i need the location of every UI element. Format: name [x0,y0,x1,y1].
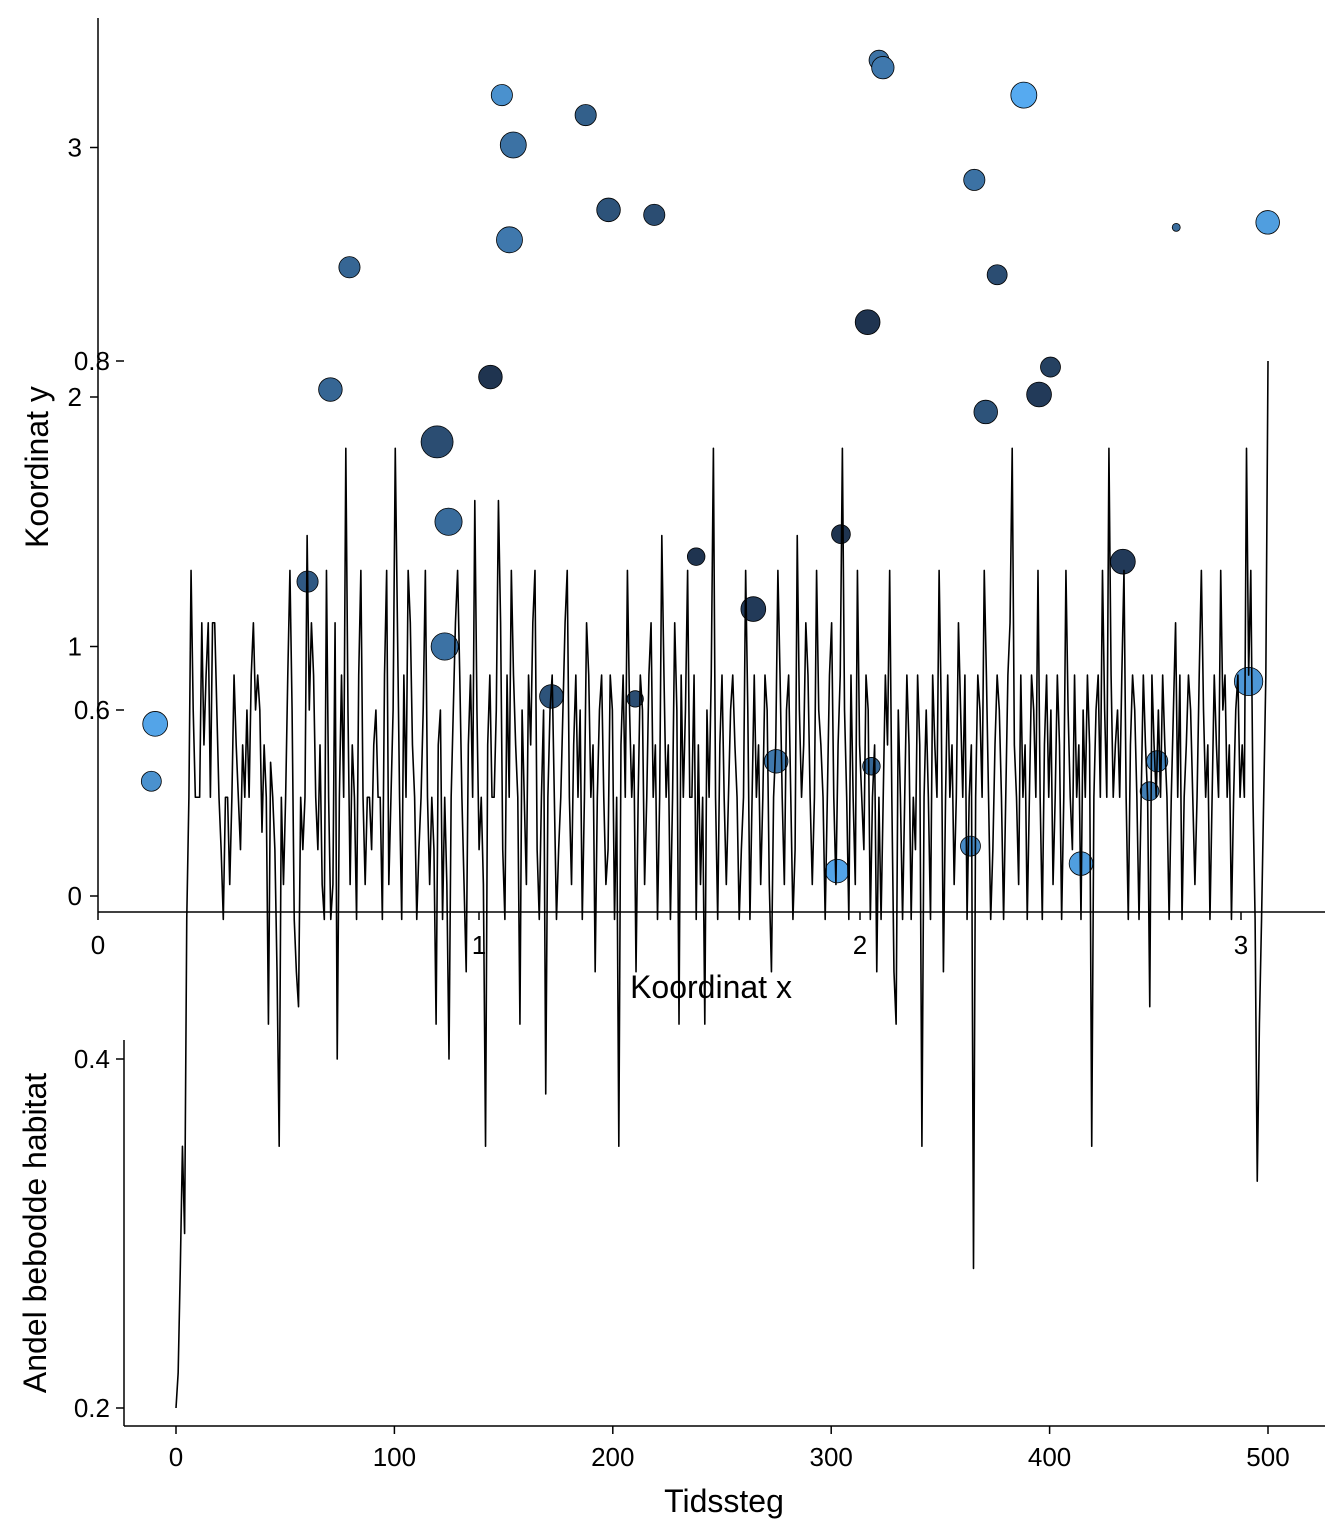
scatter-point-39 [1255,210,1280,235]
line-x-tick-label: 200 [591,1442,634,1472]
line-x-tick-label: 500 [1246,1442,1289,1472]
scatter-panel: 0 1 2 3 0 1 2 3 Koordinat x Koordinat y [19,18,1325,1005]
line-panel: 0 100 200 300 400 500 0.20.40.60.8 Tidssteg A… [17,346,1325,1519]
scatter-y-ticks: 0 1 2 3 [68,133,98,911]
scatter-point-29 [1026,381,1052,408]
line-x-axis-title: Tidssteg [664,1483,784,1519]
line-y-axis-title: Andel bebodde habitat [17,1073,53,1393]
scatter-point-5 [420,425,454,459]
scatter-point-26 [963,168,986,191]
scatter-point-6 [434,507,463,536]
line-x-tick-label: 0 [169,1442,183,1472]
line-y-tick-label: 0.8 [74,346,110,376]
scatter-point-7 [430,632,459,661]
scatter-point-34 [1110,548,1136,575]
line-y-tick-label: 0.4 [74,1044,110,1074]
scatter-point-28 [973,399,998,425]
scatter-point-23 [871,56,895,80]
line-y-tick-label: 0.2 [74,1393,110,1423]
scatter-x-tick-label: 1 [472,930,486,960]
scatter-point-11 [478,364,503,390]
scatter-x-tick-label: 3 [1234,930,1248,960]
scatter-point-13 [596,197,621,223]
scatter-point-35 [1171,222,1181,232]
scatter-point-21 [854,309,881,335]
scatter-point-30 [1040,356,1061,378]
line-x-tick-label: 400 [1028,1442,1071,1472]
scatter-point-25 [824,858,850,884]
scatter-point-27 [986,264,1008,286]
line-x-tick-label: 300 [810,1442,853,1472]
scatter-point-37 [1139,781,1160,802]
scatter-point-1 [140,770,162,792]
line-y-ticks: 0.2 0.4 0.6 0.8 [74,346,124,1423]
line-x-tick-label: 100 [373,1442,416,1472]
scatter-point-3 [318,377,343,402]
line-series-path [175,360,1269,1409]
scatter-x-axis-title: Koordinat x [630,969,792,1005]
scatter-point-0 [142,711,168,737]
scatter-x-tick-label: 2 [853,930,867,960]
scatter-y-axis-title: Koordinat y [19,386,55,548]
scatter-point-31 [1010,81,1038,109]
scatter-point-9 [499,131,527,159]
scatter-y-tick-label: 2 [68,382,82,412]
scatter-point-14 [643,203,666,226]
line-x-ticks: 0 100 200 300 400 500 [169,1426,1290,1472]
scatter-point-2 [338,256,361,279]
scatter-point-10 [496,226,523,254]
scatter-x-tick-label: 0 [91,930,105,960]
scatter-point-32 [960,835,981,857]
scatter-y-tick-label: 0 [68,881,82,911]
scatter-y-tick-label: 1 [68,632,82,662]
line-y-tick-label: 0.6 [74,695,110,725]
scatter-point-24 [862,757,881,776]
scatter-point-8 [490,84,513,107]
scatter-point-17 [686,547,706,566]
scatter-point-12 [574,104,597,127]
scatter-x-ticks: 0 1 2 3 [91,912,1248,960]
scatter-y-tick-label: 3 [68,133,82,163]
